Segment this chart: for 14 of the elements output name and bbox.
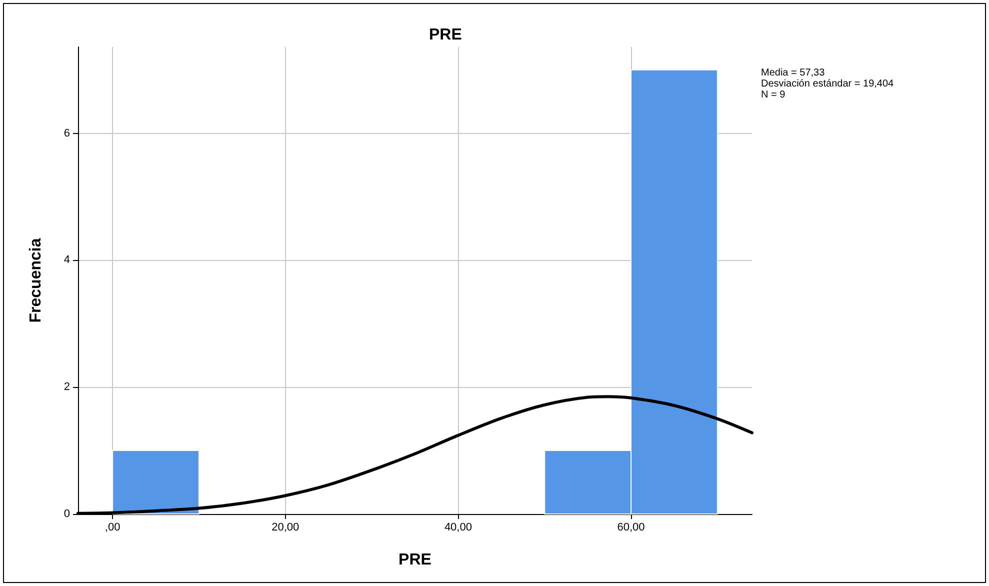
x-tick-label: 20,00 xyxy=(272,522,300,534)
y-tick-label: 4 xyxy=(64,254,70,266)
chart-title: PRE xyxy=(429,26,462,44)
x-tick-label: 40,00 xyxy=(444,522,472,534)
text: Media = 57,33 xyxy=(761,68,826,78)
y-axis-title: Frecuencia xyxy=(28,238,44,323)
x-tick-label: 60,00 xyxy=(617,522,645,534)
text: N = 9 xyxy=(761,90,786,100)
x-tick-label: ,00 xyxy=(104,522,120,534)
text: Desviación estándar = 19,404 xyxy=(761,78,894,90)
y-tick-label: 2 xyxy=(64,381,70,394)
x-axis-title: PRE xyxy=(398,552,432,568)
y-tick-label: 6 xyxy=(64,127,70,140)
y-tick-label: 0 xyxy=(64,508,70,520)
